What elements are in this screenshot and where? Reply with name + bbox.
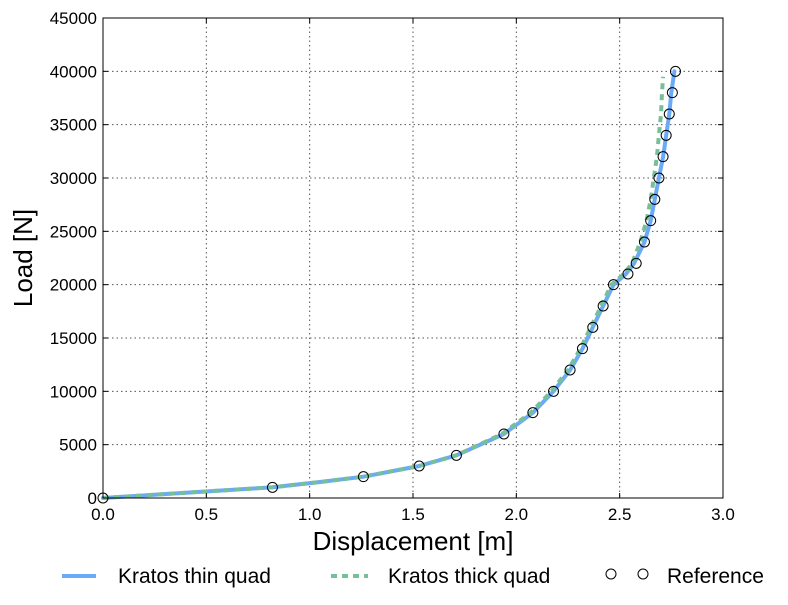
reference-point [357,471,369,483]
reference-point [663,108,675,120]
legend-reference-marker [637,568,649,580]
x-tick-label: 0.5 [195,505,219,524]
reference-point [649,193,661,205]
tick-labels: 0.0 0.5 1.0 1.5 2.0 2.5 3.0 0 5000 10000 15000 2000… [50,9,735,524]
legend-thick-quad-label: Kratos thick quad [388,565,550,588]
series-thick-quad-line [102,76,666,500]
reference-point [266,481,278,493]
x-tick-label: 1.5 [401,505,425,524]
reference-point [607,279,619,291]
x-tick-label: 2.5 [608,505,632,524]
reference-point [548,385,560,397]
reference-point [653,172,665,184]
legend-reference-marker [605,568,617,580]
y-tick-label: 5000 [59,436,97,455]
reference-point [630,257,642,269]
y-tick-label: 10000 [50,382,97,401]
y-tick-label: 20000 [50,276,97,295]
reference-point [660,129,672,141]
legend-thin-quad-label: Kratos thin quad [118,565,271,588]
y-tick-label: 40000 [50,62,97,81]
y-tick-label: 35000 [50,116,97,135]
y-tick-label: 15000 [50,329,97,348]
legend: Kratos thin quad Kratos thick quad Refer… [62,565,764,588]
legend-reference-label: Reference [667,565,764,588]
reference-point [669,65,681,77]
x-tick-label: 1.0 [298,505,322,524]
ticks [102,17,724,499]
reference-point [527,407,539,419]
reference-point [564,364,576,376]
reference-point [587,321,599,333]
grid [103,18,723,498]
x-tick-label: 2.0 [505,505,529,524]
reference-point [645,215,657,227]
series-layer [97,65,681,504]
y-tick-label: 30000 [50,169,97,188]
y-tick-label: 0 [88,489,97,508]
x-axis-title: Displacement [m] [313,526,514,556]
y-axis-title: Load [N] [8,209,38,307]
y-tick-label: 25000 [50,222,97,241]
reference-point [576,343,588,355]
reference-point [622,268,634,280]
x-tick-label: 0.0 [91,505,115,524]
reference-point [498,428,510,440]
y-tick-label: 45000 [50,9,97,28]
reference-point [638,236,650,248]
x-tick-label: 3.0 [711,505,735,524]
reference-point [666,87,678,99]
series-thin-quad-line [101,69,677,500]
reference-point [450,449,462,461]
reference-point [597,300,609,312]
reference-point [657,151,669,163]
reference-point [413,460,425,472]
